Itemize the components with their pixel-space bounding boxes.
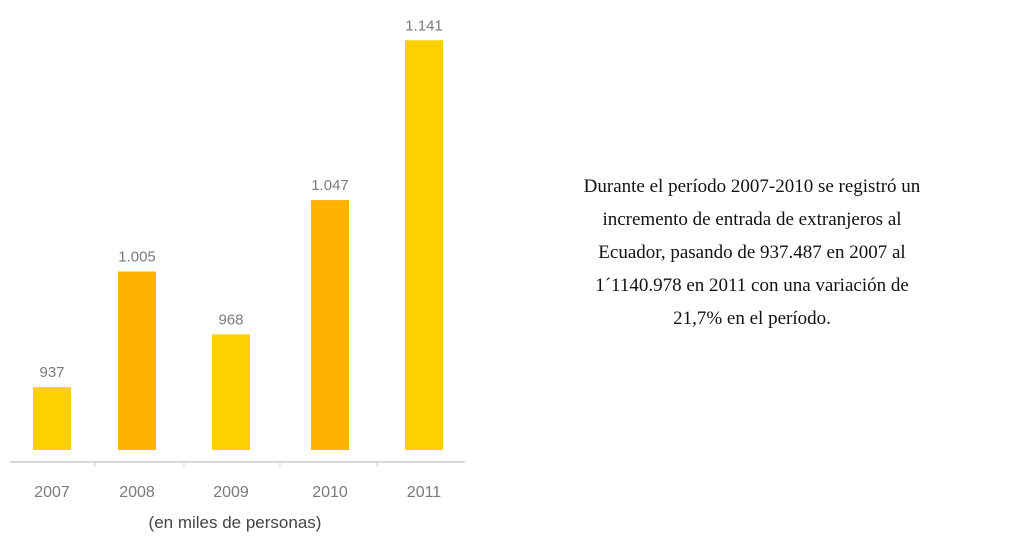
value-label: 1.005 — [118, 249, 156, 266]
bar — [212, 334, 250, 450]
x-tick-label: 2011 — [407, 484, 442, 501]
value-label: 937 — [39, 364, 64, 381]
bar — [311, 200, 349, 450]
value-label: 1.047 — [311, 177, 349, 194]
description-line: Ecuador, pasando de 937.487 en 2007 al — [598, 242, 905, 263]
description-line: 1´1140.978 en 2011 con una variación de — [595, 275, 909, 296]
x-tick-label: 2009 — [213, 484, 249, 501]
x-tick-label: 2007 — [34, 484, 70, 501]
x-tick-label: 2010 — [312, 484, 348, 501]
x-tick-label: 2008 — [119, 484, 155, 501]
bar — [405, 40, 443, 451]
description-line: Durante el período 2007-2010 se registró… — [584, 176, 921, 197]
description-line: incremento de entrada de extranjeros al — [602, 209, 901, 230]
value-label: 968 — [218, 311, 243, 328]
bar — [118, 271, 156, 450]
value-label: 1.141 — [405, 17, 443, 34]
x-axis-label: (en miles de personas) — [149, 513, 322, 532]
description-line: 21,7% en el período. — [673, 308, 831, 329]
bar — [33, 387, 71, 450]
